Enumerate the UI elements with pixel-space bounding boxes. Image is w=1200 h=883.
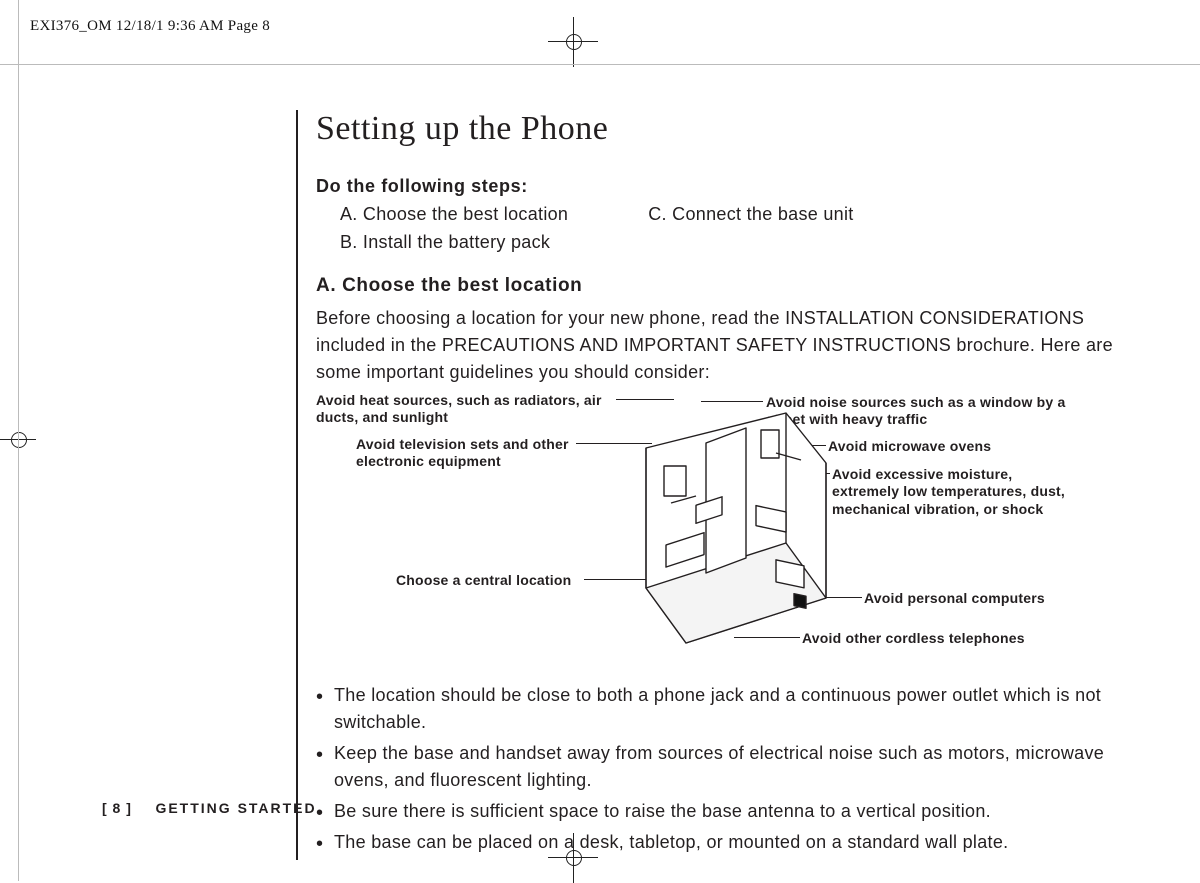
steps-list: A. Choose the best location B. Install t…: [340, 201, 1136, 257]
regmark-top-circle: [566, 34, 582, 50]
content-column: Setting up the Phone Do the following st…: [296, 110, 1136, 860]
callout-pc: Avoid personal computers: [864, 590, 1124, 608]
bullet-2: Keep the base and handset away from sour…: [316, 740, 1136, 794]
step-a: A. Choose the best location: [340, 201, 568, 229]
section-a-intro: Before choosing a location for your new …: [316, 305, 1136, 386]
bullet-3: Be sure there is sufficient space to rai…: [316, 798, 1136, 825]
guideline-bullets: The location should be close to both a p…: [316, 682, 1136, 856]
step-b: B. Install the battery pack: [340, 229, 568, 257]
trim-line-left: [18, 0, 19, 881]
steps-heading: Do the following steps:: [316, 176, 1136, 197]
page-title: Setting up the Phone: [316, 110, 1136, 148]
page-number: [ 8 ]: [102, 800, 132, 816]
callout-central: Choose a central location: [396, 572, 596, 590]
trim-line-top: [0, 64, 1200, 65]
section-label: GETTING STARTED: [155, 800, 316, 816]
bullet-1: The location should be close to both a p…: [316, 682, 1136, 736]
step-c: C. Connect the base unit: [648, 201, 853, 229]
callout-heat: Avoid heat sources, such as radiators, a…: [316, 392, 616, 427]
callout-cordless: Avoid other cordless telephones: [802, 630, 1102, 648]
callout-tv: Avoid television sets and other electron…: [356, 436, 606, 471]
regmark-left-circle: [11, 432, 27, 448]
callout-microwave: Avoid microwave ovens: [828, 438, 1088, 456]
lead-noise: [701, 401, 763, 402]
print-header: EXI376_OM 12/18/1 9:36 AM Page 8: [30, 18, 270, 35]
page-footer: [ 8 ] GETTING STARTED: [102, 800, 317, 816]
floorplan-illustration: [626, 408, 836, 658]
bullet-4: The base can be placed on a desk, tablet…: [316, 829, 1136, 856]
placement-diagram: Avoid heat sources, such as radiators, a…: [316, 390, 1136, 670]
section-a-heading: A. Choose the best location: [316, 275, 1136, 297]
lead-heat: [616, 399, 674, 400]
callout-moisture: Avoid excessive moisture, extremely low …: [832, 466, 1072, 519]
